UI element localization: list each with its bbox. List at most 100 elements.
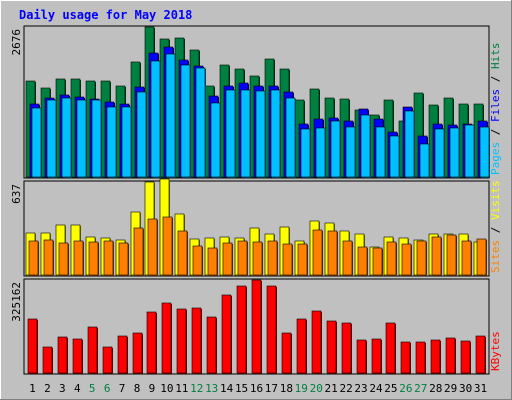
bar-sites-day-23 bbox=[357, 246, 368, 276]
bar-sites-day-11 bbox=[177, 230, 188, 276]
bar-kbytes-day-12 bbox=[191, 307, 202, 374]
legend-sites: Sites bbox=[489, 240, 502, 273]
bar-sites-day-16 bbox=[252, 241, 263, 276]
bar-kbytes-day-9 bbox=[146, 311, 157, 374]
panel-kbytes: 325162 KBytes bbox=[10, 278, 502, 375]
series-kbytes bbox=[27, 279, 486, 374]
bar-pages-day-3 bbox=[61, 97, 72, 178]
day-label-24: 24 bbox=[369, 382, 383, 395]
bar-sites-day-18 bbox=[282, 243, 293, 276]
day-label-23: 23 bbox=[354, 382, 367, 395]
bar-pages-day-13 bbox=[210, 102, 221, 178]
bar-pages-day-31 bbox=[479, 126, 490, 178]
bar-sites-day-31 bbox=[476, 238, 487, 276]
bar-pages-day-14 bbox=[225, 89, 236, 178]
bar-sites-day-7 bbox=[118, 242, 129, 276]
bar-pages-day-29 bbox=[449, 127, 460, 178]
chart-title: Daily usage for May 2018 bbox=[19, 8, 192, 22]
bar-kbytes-day-7 bbox=[117, 335, 128, 374]
chart-panels: 2676 Pages / Files / Hits 637 Sites / Visit… bbox=[10, 25, 502, 375]
bar-sites-day-27 bbox=[416, 240, 427, 276]
bar-sites-day-30 bbox=[461, 240, 472, 276]
panel-visits-scale-label: 637 bbox=[10, 184, 23, 204]
bar-sites-day-6 bbox=[103, 240, 114, 276]
day-label-13: 13 bbox=[205, 382, 218, 395]
bar-pages-day-9 bbox=[150, 60, 161, 178]
bar-sites-day-10 bbox=[162, 216, 173, 276]
bar-pages-day-28 bbox=[434, 128, 445, 178]
bar-kbytes-day-23 bbox=[356, 339, 367, 374]
bar-pages-day-24 bbox=[375, 126, 386, 178]
bar-sites-day-21 bbox=[327, 230, 338, 276]
bar-sites-day-24 bbox=[372, 247, 383, 276]
bar-kbytes-day-4 bbox=[72, 338, 83, 374]
bar-pages-day-21 bbox=[330, 120, 341, 178]
bar-kbytes-day-16 bbox=[251, 279, 262, 374]
bar-pages-day-11 bbox=[180, 64, 191, 178]
bar-kbytes-day-3 bbox=[57, 336, 68, 374]
day-label-22: 22 bbox=[339, 382, 352, 395]
bar-kbytes-day-19 bbox=[296, 318, 307, 374]
day-label-17: 17 bbox=[265, 382, 278, 395]
panel-kbytes-scale-label: 325162 bbox=[10, 282, 23, 322]
bar-sites-day-28 bbox=[431, 236, 442, 276]
bar-kbytes-day-24 bbox=[371, 338, 382, 374]
series-pages bbox=[31, 53, 490, 178]
bar-pages-day-8 bbox=[136, 91, 147, 178]
day-label-7: 7 bbox=[119, 382, 126, 395]
bar-sites-day-9 bbox=[147, 218, 158, 276]
bar-kbytes-day-30 bbox=[460, 340, 471, 374]
day-label-9: 9 bbox=[149, 382, 156, 395]
bar-kbytes-day-6 bbox=[102, 346, 113, 374]
bar-kbytes-day-10 bbox=[161, 302, 172, 374]
bar-pages-day-6 bbox=[106, 106, 117, 178]
bar-pages-day-4 bbox=[76, 99, 87, 178]
day-label-11: 11 bbox=[175, 382, 188, 395]
panel-hits-scale-label: 2676 bbox=[10, 29, 23, 56]
day-label-6: 6 bbox=[104, 382, 111, 395]
bar-sites-day-20 bbox=[312, 229, 323, 276]
bar-pages-day-7 bbox=[121, 106, 132, 178]
legend-files: Files bbox=[489, 89, 502, 122]
bar-pages-day-18 bbox=[285, 97, 296, 178]
bar-kbytes-day-20 bbox=[311, 310, 322, 374]
day-label-27: 27 bbox=[414, 382, 427, 395]
day-label-31: 31 bbox=[474, 382, 487, 395]
bar-kbytes-day-27 bbox=[415, 341, 426, 374]
day-label-25: 25 bbox=[384, 382, 397, 395]
bar-kbytes-day-5 bbox=[87, 326, 98, 374]
day-label-5: 5 bbox=[89, 382, 96, 395]
bar-kbytes-day-29 bbox=[445, 337, 456, 374]
bar-kbytes-day-1 bbox=[27, 318, 38, 374]
panel-kbytes-side-legend: KBytes bbox=[489, 331, 502, 371]
day-label-28: 28 bbox=[429, 382, 442, 395]
bar-kbytes-day-18 bbox=[281, 332, 292, 374]
bar-pages-day-25 bbox=[389, 135, 400, 178]
bar-pages-day-2 bbox=[46, 99, 57, 178]
day-label-19: 19 bbox=[295, 382, 308, 395]
bar-kbytes-day-21 bbox=[326, 320, 337, 374]
panel-hits-side-legend: Pages / Files / Hits bbox=[489, 43, 502, 176]
day-label-4: 4 bbox=[74, 382, 81, 395]
bar-sites-day-1 bbox=[28, 240, 39, 276]
bar-sites-day-22 bbox=[342, 240, 353, 276]
day-label-29: 29 bbox=[444, 382, 457, 395]
bar-kbytes-day-26 bbox=[400, 341, 411, 374]
day-label-18: 18 bbox=[280, 382, 293, 395]
bar-sites-day-2 bbox=[43, 239, 54, 276]
bar-sites-day-15 bbox=[237, 240, 248, 276]
day-label-8: 8 bbox=[134, 382, 141, 395]
day-label-21: 21 bbox=[325, 382, 338, 395]
bar-sites-day-8 bbox=[133, 227, 144, 276]
bar-pages-day-20 bbox=[315, 127, 326, 178]
bar-pages-day-22 bbox=[345, 126, 356, 178]
bar-pages-day-26 bbox=[404, 110, 415, 178]
day-label-2: 2 bbox=[44, 382, 51, 395]
bar-kbytes-day-31 bbox=[475, 335, 486, 374]
panel-visits-side-legend: Sites / Visits bbox=[489, 180, 502, 273]
day-label-3: 3 bbox=[59, 382, 66, 395]
legend-kbytes: KBytes bbox=[489, 331, 502, 371]
bar-sites-day-13 bbox=[207, 247, 218, 276]
day-label-30: 30 bbox=[459, 382, 472, 395]
